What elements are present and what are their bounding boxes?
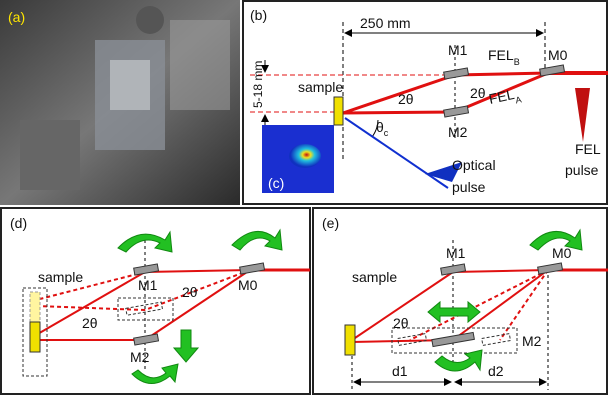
fel-pulse-label: pulse xyxy=(565,162,599,178)
panel-b: (b) 250 mm 5-18 mm M1 M2 M0 FELB FELA sa… xyxy=(243,1,608,204)
panel-label: (e) xyxy=(322,215,339,231)
angle-label: 2θ xyxy=(82,315,98,331)
sample-label: sample xyxy=(38,269,83,285)
panel-label: (b) xyxy=(250,7,267,23)
angle-label: 2θ xyxy=(393,315,409,331)
figure: (a) (b) 250 mm 5-18 mm M1 M2 M0 FELB FEL… xyxy=(0,0,608,395)
panel-label: (a) xyxy=(8,9,25,25)
mirror-label: M1 xyxy=(448,42,468,58)
photo-panel: (a) xyxy=(0,0,240,205)
mirror-label: M2 xyxy=(448,124,468,140)
angle-label: 2θ xyxy=(182,284,198,300)
gap-label: 5-18 mm xyxy=(251,61,265,108)
sample-label: sample xyxy=(298,79,343,95)
fel-pulse-label: FEL xyxy=(575,141,601,157)
beam-sub: B xyxy=(514,57,520,67)
mirror-label: M2 xyxy=(522,333,542,349)
mirror-label: M0 xyxy=(552,245,572,261)
distance-label: 250 mm xyxy=(360,15,411,31)
optical-label: Optical xyxy=(452,157,496,173)
panel-d: (d) M1 M0 M2 sample 2θ 2θ xyxy=(1,208,310,394)
mirror-label: M2 xyxy=(130,349,150,365)
panel-e: (e) d1 d2 M1 M0 M2 sample 2θ xyxy=(313,208,608,394)
inset-label: (c) xyxy=(268,175,284,191)
mirror-label: M0 xyxy=(548,47,568,63)
sample-label: sample xyxy=(352,269,397,285)
mirror-label: M1 xyxy=(446,245,466,261)
angle-label: 2θ xyxy=(470,85,486,101)
beam-name: FEL xyxy=(488,47,514,63)
theta: θ xyxy=(376,119,384,135)
mirror-label: M0 xyxy=(238,277,258,293)
theta-sub: c xyxy=(384,128,389,138)
panel-label: (d) xyxy=(10,215,27,231)
angle-label: 2θ xyxy=(398,91,414,107)
distance-label: d2 xyxy=(488,363,504,379)
optical-label: pulse xyxy=(452,179,486,195)
distance-label: d1 xyxy=(392,363,408,379)
mirror-label: M1 xyxy=(138,277,158,293)
